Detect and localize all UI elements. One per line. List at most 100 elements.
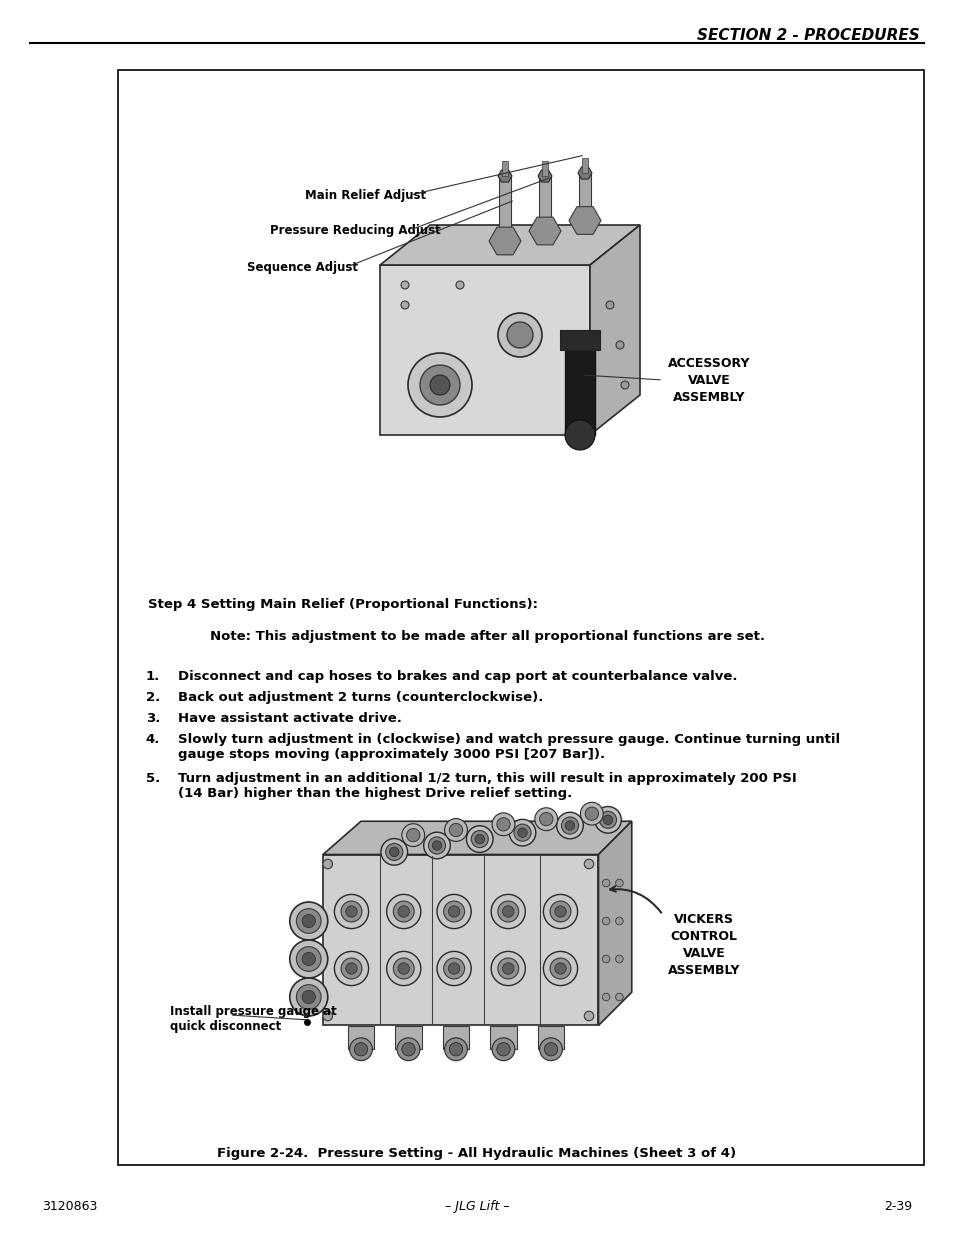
- Text: Have assistant activate drive.: Have assistant activate drive.: [178, 713, 401, 725]
- Circle shape: [423, 832, 450, 858]
- Circle shape: [601, 955, 609, 963]
- Circle shape: [506, 322, 533, 348]
- Circle shape: [539, 1037, 562, 1061]
- Text: Note: This adjustment to be made after all proportional functions are set.: Note: This adjustment to be made after a…: [210, 630, 764, 643]
- Circle shape: [557, 813, 582, 839]
- Circle shape: [543, 951, 577, 986]
- Text: Step 4 Setting Main Relief (Proportional Functions):: Step 4 Setting Main Relief (Proportional…: [148, 598, 537, 611]
- Polygon shape: [323, 821, 631, 855]
- Bar: [490, 1025, 517, 1050]
- Circle shape: [400, 301, 409, 309]
- Bar: [538, 177, 551, 242]
- Circle shape: [302, 914, 315, 927]
- Text: Install pressure gauge at
quick disconnect: Install pressure gauge at quick disconne…: [170, 1005, 336, 1032]
- Circle shape: [323, 860, 333, 868]
- Circle shape: [598, 811, 616, 829]
- Bar: [559, 330, 599, 350]
- Circle shape: [430, 375, 450, 395]
- Circle shape: [290, 978, 328, 1016]
- Text: VICKERS
CONTROL
VALVE
ASSEMBLY: VICKERS CONTROL VALVE ASSEMBLY: [667, 913, 740, 977]
- Text: Figure 2-24.  Pressure Setting - All Hydraulic Machines (Sheet 3 of 4): Figure 2-24. Pressure Setting - All Hydr…: [217, 1146, 736, 1160]
- Circle shape: [615, 955, 622, 963]
- Circle shape: [401, 1042, 415, 1056]
- Bar: [498, 177, 511, 254]
- Circle shape: [514, 824, 531, 841]
- Text: Slowly turn adjustment in (clockwise) and watch pressure gauge. Continue turning: Slowly turn adjustment in (clockwise) an…: [178, 734, 840, 761]
- Circle shape: [323, 1011, 333, 1021]
- Text: Sequence Adjust: Sequence Adjust: [247, 261, 357, 273]
- Circle shape: [555, 905, 566, 918]
- Circle shape: [543, 894, 577, 929]
- Circle shape: [491, 951, 525, 986]
- Text: 2-39: 2-39: [882, 1200, 911, 1214]
- Circle shape: [544, 1042, 558, 1056]
- Circle shape: [601, 993, 609, 1000]
- Circle shape: [396, 1037, 419, 1061]
- Polygon shape: [323, 855, 598, 1025]
- Circle shape: [345, 963, 356, 974]
- Circle shape: [397, 963, 409, 974]
- Bar: [395, 1025, 421, 1050]
- Circle shape: [401, 824, 424, 846]
- Circle shape: [436, 951, 471, 986]
- Circle shape: [601, 918, 609, 925]
- Circle shape: [517, 827, 527, 837]
- Circle shape: [509, 819, 536, 846]
- Circle shape: [497, 818, 510, 831]
- Bar: [541, 161, 547, 177]
- Text: Disconnect and cap hoses to brakes and cap port at counterbalance valve.: Disconnect and cap hoses to brakes and c…: [178, 671, 737, 683]
- Circle shape: [583, 1011, 593, 1021]
- Bar: [581, 158, 587, 173]
- Circle shape: [393, 958, 414, 979]
- Circle shape: [385, 844, 402, 861]
- Text: 4.: 4.: [146, 734, 160, 746]
- Circle shape: [564, 420, 595, 450]
- Circle shape: [497, 312, 541, 357]
- Circle shape: [393, 902, 414, 923]
- Circle shape: [620, 382, 628, 389]
- Circle shape: [449, 1042, 462, 1056]
- Circle shape: [502, 963, 514, 974]
- Circle shape: [565, 821, 574, 830]
- Circle shape: [302, 990, 315, 1004]
- Text: Back out adjustment 2 turns (counterclockwise).: Back out adjustment 2 turns (countercloc…: [178, 692, 543, 704]
- Circle shape: [432, 841, 441, 850]
- Circle shape: [535, 808, 558, 831]
- Circle shape: [290, 940, 328, 978]
- Circle shape: [335, 951, 368, 986]
- Text: Pressure Reducing Adjust: Pressure Reducing Adjust: [270, 224, 440, 236]
- Circle shape: [400, 282, 409, 289]
- Circle shape: [550, 958, 570, 979]
- Bar: [442, 1025, 469, 1050]
- Circle shape: [579, 803, 602, 825]
- Circle shape: [406, 829, 419, 842]
- Circle shape: [444, 819, 467, 841]
- Circle shape: [428, 837, 445, 855]
- Bar: [347, 1025, 374, 1050]
- Circle shape: [335, 894, 368, 929]
- Circle shape: [449, 824, 462, 836]
- Circle shape: [354, 1042, 367, 1056]
- Bar: [564, 345, 595, 435]
- Bar: [501, 161, 507, 177]
- Circle shape: [444, 1037, 467, 1061]
- Circle shape: [296, 947, 321, 972]
- Circle shape: [583, 860, 593, 868]
- Circle shape: [561, 818, 578, 834]
- Circle shape: [296, 984, 321, 1009]
- Circle shape: [616, 341, 623, 350]
- Circle shape: [602, 815, 612, 825]
- Circle shape: [539, 813, 553, 826]
- Polygon shape: [589, 225, 639, 435]
- Circle shape: [290, 902, 328, 940]
- Circle shape: [466, 826, 493, 852]
- Circle shape: [615, 993, 622, 1000]
- Circle shape: [615, 918, 622, 925]
- Circle shape: [443, 958, 464, 979]
- Circle shape: [349, 1037, 372, 1061]
- Circle shape: [340, 902, 361, 923]
- Circle shape: [380, 839, 407, 866]
- Circle shape: [456, 282, 463, 289]
- Circle shape: [448, 905, 459, 918]
- Circle shape: [475, 835, 484, 844]
